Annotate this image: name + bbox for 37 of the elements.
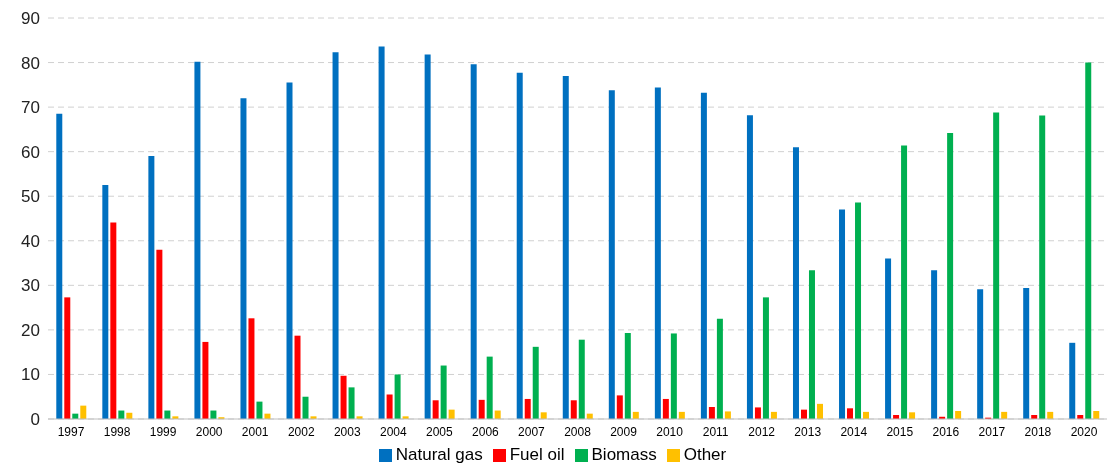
legend-label: Biomass <box>591 445 657 464</box>
x-tick-label: 2000 <box>195 424 223 439</box>
x-tick-label: 2015 <box>886 424 914 439</box>
x-tick-label: 2016 <box>932 424 960 439</box>
x-tick-label: 2017 <box>978 424 1006 439</box>
x-tick-label: 2005 <box>426 424 454 439</box>
x-tick-label: 2018 <box>1024 424 1052 439</box>
x-tick-label: 1997 <box>57 424 85 439</box>
y-tick-label: 90 <box>21 9 40 29</box>
y-tick-label: 10 <box>21 365 40 385</box>
legend-label: Natural gas <box>395 445 483 464</box>
y-tick-label: 0 <box>30 410 40 430</box>
x-tick-label: 2006 <box>472 424 500 439</box>
x-tick-label: 2010 <box>656 424 684 439</box>
x-tick-label: 2009 <box>610 424 638 439</box>
legend-label: Other <box>683 445 727 464</box>
x-tick-label: 2001 <box>241 424 269 439</box>
legend-label: Fuel oil <box>509 445 565 464</box>
y-tick-label: 80 <box>21 53 40 73</box>
x-tick-label: 2014 <box>840 424 868 439</box>
x-tick-label: 2012 <box>748 424 776 439</box>
x-tick-label: 2003 <box>333 424 361 439</box>
x-tick-label: 2002 <box>287 424 315 439</box>
x-tick-label: 2004 <box>379 424 407 439</box>
x-tick-label: 1999 <box>149 424 177 439</box>
y-tick-label: 40 <box>21 231 40 251</box>
y-tick-label: 60 <box>21 142 40 162</box>
x-tick-label: 2011 <box>702 424 729 439</box>
x-tick-label: 2013 <box>794 424 822 439</box>
x-tick-label: 1998 <box>103 424 131 439</box>
y-tick-label: 50 <box>21 187 40 207</box>
x-tick-label: 2007 <box>518 424 546 439</box>
y-tick-label: 30 <box>21 276 40 296</box>
y-tick-label: 20 <box>21 320 40 340</box>
x-tick-label: 2020 <box>1070 424 1098 439</box>
y-tick-label: 70 <box>21 98 40 118</box>
x-tick-label: 2008 <box>564 424 592 439</box>
